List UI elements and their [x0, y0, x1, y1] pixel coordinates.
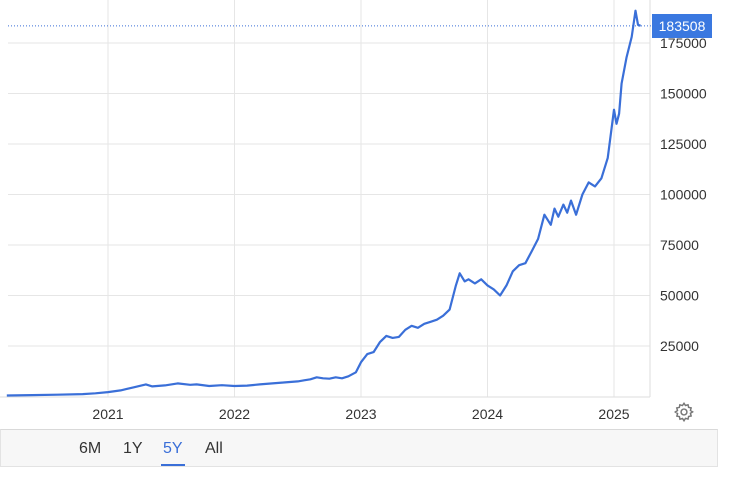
y-tick-label: 100000 [660, 187, 707, 203]
y-tick-label: 150000 [660, 86, 707, 102]
gear-icon[interactable] [673, 401, 695, 423]
range-6m-button[interactable]: 6M [79, 440, 102, 457]
chart-area: 25000 50000 75000 100000 125000 150000 175000 2… [0, 0, 712, 422]
y-tick-label: 125000 [660, 136, 707, 152]
last-value-badge: 183508 [652, 13, 712, 38]
price-chart: 25000 50000 75000 100000 125000 150000 175000 2… [0, 0, 707, 422]
x-tick-label: 2021 [92, 406, 123, 422]
x-tick-label: 2023 [345, 406, 376, 422]
y-tick-label: 175000 [660, 35, 707, 51]
x-tick-label: 2022 [219, 406, 250, 422]
x-tick-label: 2025 [598, 406, 629, 422]
y-tick-label: 75000 [660, 237, 699, 253]
y-tick-label: 50000 [660, 288, 699, 304]
x-tick-label: 2024 [472, 406, 503, 422]
range-1y-button[interactable]: 1Y [123, 440, 143, 457]
range-5y-button[interactable]: 5Y [161, 438, 185, 466]
series-line [6, 9, 641, 397]
y-tick-label: 25000 [660, 338, 699, 354]
range-selector-bar: 6M 1Y 5Y All [0, 429, 718, 467]
range-all-button[interactable]: All [205, 440, 223, 457]
